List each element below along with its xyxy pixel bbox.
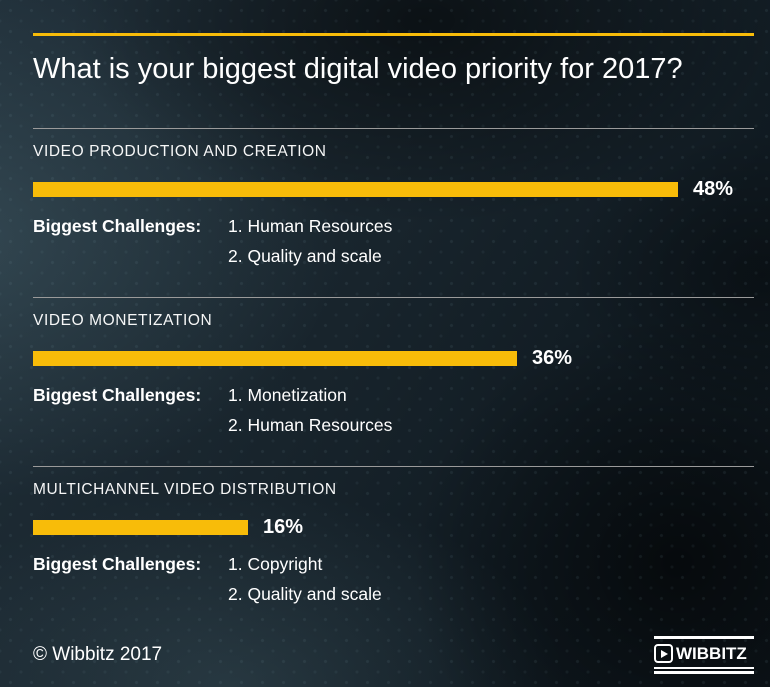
- challenge-item: 1. Monetization: [228, 385, 347, 405]
- challenge-items: 1. Copyright 2. Quality and scale: [228, 549, 382, 609]
- logo-bottom-rule-thin: [654, 667, 754, 669]
- play-triangle-icon: [660, 649, 668, 658]
- section-heading: MULTICHANNEL VIDEO DISTRIBUTION: [33, 481, 337, 498]
- bar-row: 36%: [33, 346, 754, 369]
- section-heading: VIDEO PRODUCTION AND CREATION: [33, 143, 327, 160]
- logo-row: WIBBITZ: [654, 639, 754, 667]
- challenges-label: Biggest Challenges:: [33, 216, 202, 236]
- bar-value-label: 48%: [693, 177, 734, 200]
- challenge-item: 2. Quality and scale: [228, 246, 382, 266]
- bar-multichannel-distribution: [33, 519, 248, 535]
- challenge-items: 1. Monetization 2. Human Resources: [228, 380, 392, 440]
- section-divider: [33, 466, 754, 467]
- bar-row: 48%: [33, 177, 754, 200]
- bar-value-label: 16%: [263, 515, 304, 538]
- challenges-label: Biggest Challenges:: [33, 385, 202, 405]
- challenge-item: 1. Copyright: [228, 554, 323, 574]
- challenge-item: 1. Human Resources: [228, 216, 393, 236]
- challenges-label: Biggest Challenges:: [33, 554, 202, 574]
- page-title: What is your biggest digital video prior…: [33, 53, 683, 85]
- challenge-item: 2. Quality and scale: [228, 584, 382, 604]
- section-divider: [33, 297, 754, 298]
- section-video-production: VIDEO PRODUCTION AND CREATION 48% Bigges…: [33, 142, 754, 271]
- bar-video-monetization: [33, 350, 517, 366]
- challenges-block: Biggest Challenges: 1. Copyright 2. Qual…: [33, 549, 754, 609]
- logo-wordmark: WIBBITZ: [676, 644, 747, 663]
- logo-top-rule: [654, 636, 754, 639]
- challenges-block: Biggest Challenges: 1. Human Resources 2…: [33, 211, 754, 271]
- accent-top-rule: [33, 33, 754, 36]
- bar-row: 16%: [33, 515, 754, 538]
- challenges-block: Biggest Challenges: 1. Monetization 2. H…: [33, 380, 754, 440]
- bar-video-production: [33, 181, 678, 197]
- section-heading: VIDEO MONETIZATION: [33, 312, 213, 329]
- logo-bottom-rule-thick: [654, 671, 754, 674]
- section-video-monetization: VIDEO MONETIZATION 36% Biggest Challenge…: [33, 311, 754, 440]
- wibbitz-logo: WIBBITZ: [654, 636, 754, 674]
- play-icon: [654, 644, 673, 663]
- bar-value-label: 36%: [532, 346, 573, 369]
- section-divider: [33, 128, 754, 129]
- challenge-items: 1. Human Resources 2. Quality and scale: [228, 211, 392, 271]
- copyright-text: © Wibbitz 2017: [33, 644, 163, 665]
- section-multichannel-distribution: MULTICHANNEL VIDEO DISTRIBUTION 16% Bigg…: [33, 480, 754, 609]
- footer: © Wibbitz 2017 WIBBITZ: [33, 635, 754, 675]
- challenge-item: 2. Human Resources: [228, 415, 393, 435]
